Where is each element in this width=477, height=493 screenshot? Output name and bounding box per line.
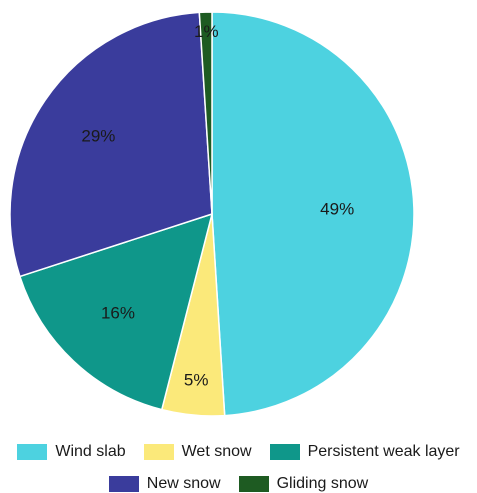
pie-slice-wind-slab [211,11,415,417]
pie-slice-persistent-weak-layer [18,212,214,411]
legend-label: New snow [146,475,221,492]
legend-swatch [143,444,174,460]
legend-swatch [269,444,300,460]
legend-row: New snow Gliding snow [0,475,477,493]
legend-item-wet-snow: Wet snow [143,443,252,461]
legend-item-new-snow: New snow [108,475,221,493]
pie-slices [9,11,415,417]
slice-label-gliding-snow: 1% [194,22,219,41]
pie-chart: 49% 5% 16% 29% 1% [9,11,415,417]
legend-label: Wind slab [55,443,126,460]
legend-row: Wind slab Wet snow Persistent weak layer [0,443,477,461]
legend-swatch [238,476,269,492]
slice-label-persistent-weak-layer: 16% [101,304,135,323]
pie-labels: 49% 5% 16% 29% 1% [81,22,354,390]
legend-label: Wet snow [181,443,252,460]
slice-label-wind-slab: 49% [320,200,354,219]
legend-item-persistent-weak-layer: Persistent weak layer [269,443,460,461]
legend-item-wind-slab: Wind slab [17,443,126,461]
pie-slice-gliding-snow [198,11,213,215]
slice-label-new-snow: 29% [81,126,115,145]
legend-label: Persistent weak layer [307,443,460,460]
legend-swatch [108,476,139,492]
legend-label: Gliding snow [276,475,369,492]
pie-slice-new-snow [9,11,213,278]
legend-swatch [17,444,48,460]
legend-item-gliding-snow: Gliding snow [238,475,369,493]
slice-label-wet-snow: 5% [184,370,209,389]
